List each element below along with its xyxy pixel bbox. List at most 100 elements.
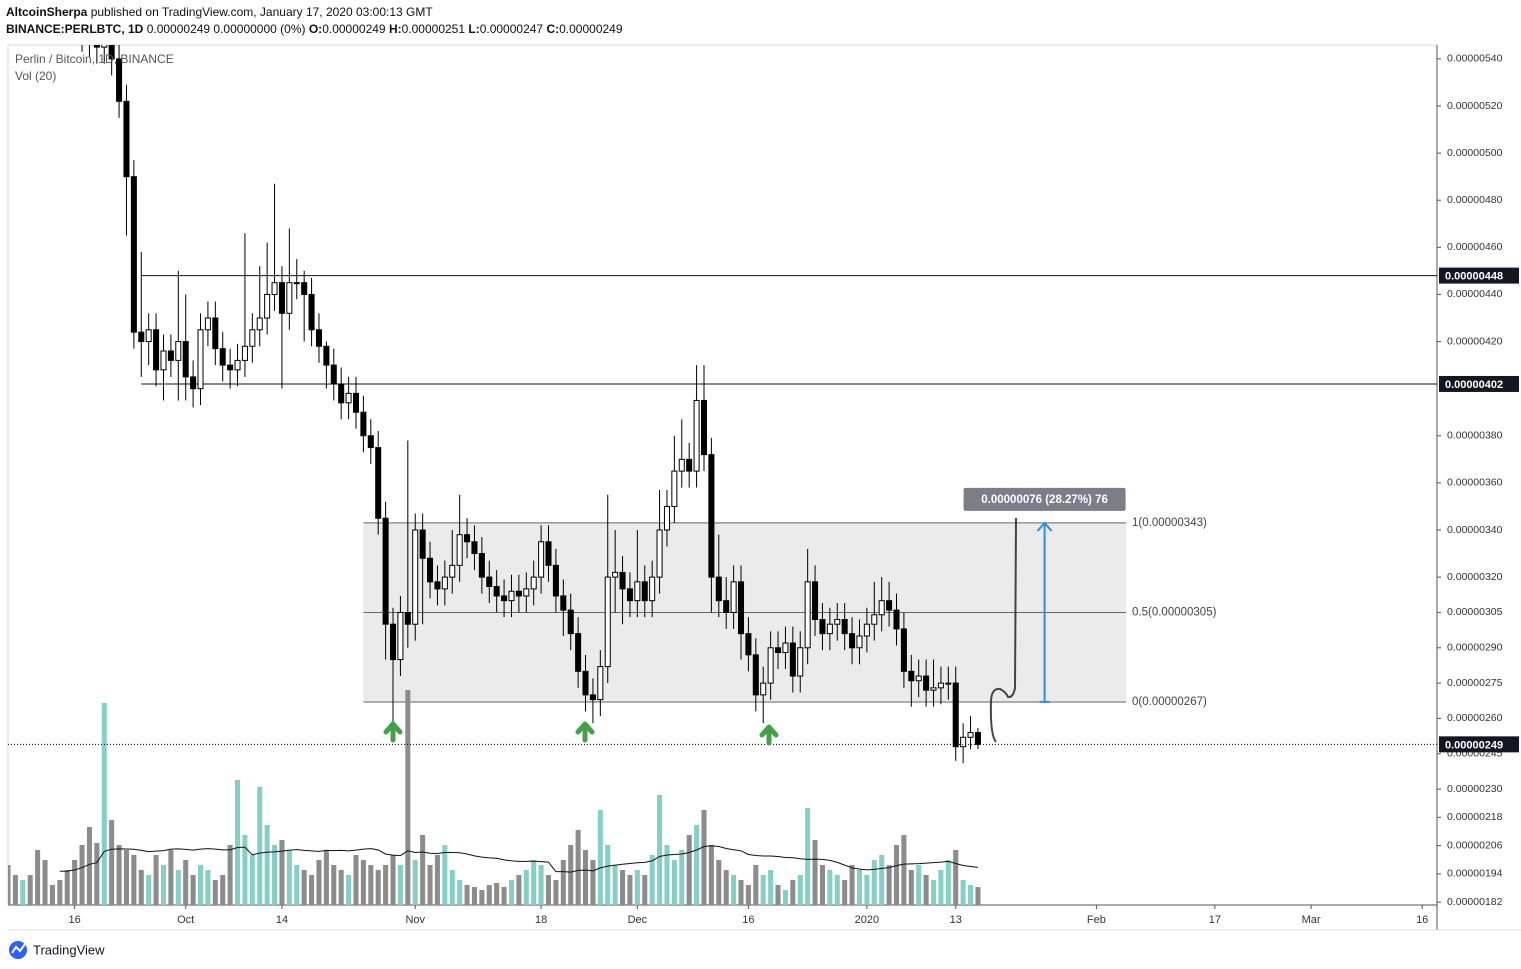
volume-bar bbox=[79, 845, 85, 905]
volume-bar bbox=[227, 845, 233, 905]
volume-bar bbox=[434, 855, 440, 905]
up-arrow bbox=[383, 721, 403, 743]
volume-bar bbox=[420, 835, 426, 905]
volume-bar bbox=[516, 875, 522, 905]
candle-body bbox=[612, 571, 619, 578]
volume-bar bbox=[649, 855, 655, 905]
symbol: BINANCE:PERLBTC, 1D bbox=[6, 22, 144, 36]
ohlc-value: 0.00000249 bbox=[559, 22, 623, 36]
candle-body bbox=[249, 329, 256, 347]
volume-bar bbox=[316, 860, 322, 905]
volume-bar bbox=[923, 875, 929, 905]
volume-bar bbox=[731, 875, 737, 905]
candle-body bbox=[974, 732, 981, 745]
volume-bar bbox=[368, 865, 374, 905]
volume-bar bbox=[975, 887, 981, 905]
volume-bar bbox=[945, 860, 951, 905]
x-tick-label: 16 bbox=[742, 914, 754, 926]
candle-body bbox=[227, 364, 234, 371]
volume-bar bbox=[471, 887, 477, 905]
candle-body bbox=[671, 470, 678, 507]
x-tick-label: Nov bbox=[405, 914, 425, 926]
volume-bar bbox=[20, 880, 26, 905]
candle-body bbox=[397, 611, 404, 661]
candle-body bbox=[241, 345, 248, 361]
y-tick-label: 0.00000500 bbox=[1447, 147, 1503, 159]
volume-bar bbox=[427, 865, 433, 905]
candle-body bbox=[826, 623, 833, 635]
volume-bar bbox=[842, 880, 848, 905]
candle-body bbox=[641, 581, 648, 602]
volume-bar bbox=[864, 875, 870, 905]
price-badge-label: 0.00000448 bbox=[1445, 271, 1503, 283]
y-tick-label: 0.00000480 bbox=[1447, 194, 1503, 206]
candle-body bbox=[197, 329, 204, 390]
candle-body bbox=[338, 383, 345, 404]
candle-body bbox=[116, 58, 123, 102]
candle-body bbox=[915, 675, 922, 682]
volume-bar bbox=[834, 875, 840, 905]
candle-body bbox=[597, 666, 604, 701]
volume-bar bbox=[346, 875, 352, 905]
candle-body bbox=[323, 345, 330, 366]
x-tick-label: Dec bbox=[628, 914, 648, 926]
volume-bar bbox=[657, 795, 663, 905]
volume-bar bbox=[849, 865, 855, 905]
volume-bar bbox=[686, 835, 692, 905]
candle-body bbox=[604, 576, 611, 668]
candle-body bbox=[412, 529, 419, 625]
candle-body bbox=[708, 454, 715, 578]
volume-bar bbox=[138, 870, 144, 905]
x-tick-label: 17 bbox=[1209, 914, 1221, 926]
volume-bar bbox=[620, 870, 626, 905]
y-tick-label: 0.00000275 bbox=[1447, 677, 1503, 689]
volume-bar bbox=[938, 870, 944, 905]
measure-label: 0.00000076 (28.27%) 76 bbox=[981, 494, 1108, 506]
candle-body bbox=[545, 541, 552, 566]
candle-body bbox=[256, 317, 263, 331]
candle-body bbox=[101, 45, 108, 48]
publisher: AltcoinSherpa bbox=[6, 5, 88, 19]
volume-bar bbox=[960, 880, 966, 905]
volume-bar bbox=[160, 865, 167, 905]
volume-bar bbox=[886, 865, 892, 905]
volume-bar bbox=[449, 870, 455, 905]
volume-bar bbox=[94, 843, 100, 905]
volume-bar bbox=[968, 885, 974, 905]
volume-bar bbox=[953, 850, 959, 905]
x-tick-label: Oct bbox=[177, 914, 194, 926]
volume-bar bbox=[479, 890, 485, 905]
volume-bar bbox=[146, 875, 152, 905]
volume-bar bbox=[405, 690, 411, 905]
candle-body bbox=[352, 392, 360, 413]
candle-body bbox=[419, 529, 426, 559]
candle-body bbox=[234, 359, 241, 371]
ohlc-value: 0.00000251 bbox=[401, 22, 466, 36]
candle-body bbox=[782, 642, 789, 653]
volume-bar bbox=[205, 870, 211, 905]
candle-body bbox=[678, 458, 685, 472]
volume-bar bbox=[220, 875, 226, 905]
footer: TradingView bbox=[33, 942, 105, 957]
y-tick-label: 0.00000320 bbox=[1447, 571, 1503, 583]
candle-body bbox=[945, 682, 952, 685]
volume-bar bbox=[553, 880, 559, 905]
volume-bar bbox=[131, 855, 137, 905]
candle-body bbox=[967, 732, 974, 738]
candle-body bbox=[212, 317, 219, 350]
volume-bar bbox=[42, 860, 48, 905]
candle-body bbox=[797, 647, 804, 677]
volume-bar bbox=[212, 880, 218, 905]
ohlc-key: L: bbox=[468, 22, 480, 36]
volume-bar bbox=[605, 845, 611, 905]
x-tick-label: 16 bbox=[1416, 914, 1428, 926]
price-badge-label: 0.00000249 bbox=[1445, 739, 1503, 751]
chart-title: Perlin / Bitcoin, 1D, BINANCE bbox=[15, 52, 174, 66]
volume-bar bbox=[323, 850, 329, 905]
y-tick-label: 0.00000360 bbox=[1447, 477, 1503, 489]
volume-bar bbox=[249, 855, 255, 905]
candle-body bbox=[108, 45, 115, 60]
candle-body bbox=[693, 399, 700, 472]
fib-label: 0(0.00000267) bbox=[1132, 696, 1207, 708]
publish-line: AltcoinSherpa published on TradingView.c… bbox=[6, 4, 623, 21]
